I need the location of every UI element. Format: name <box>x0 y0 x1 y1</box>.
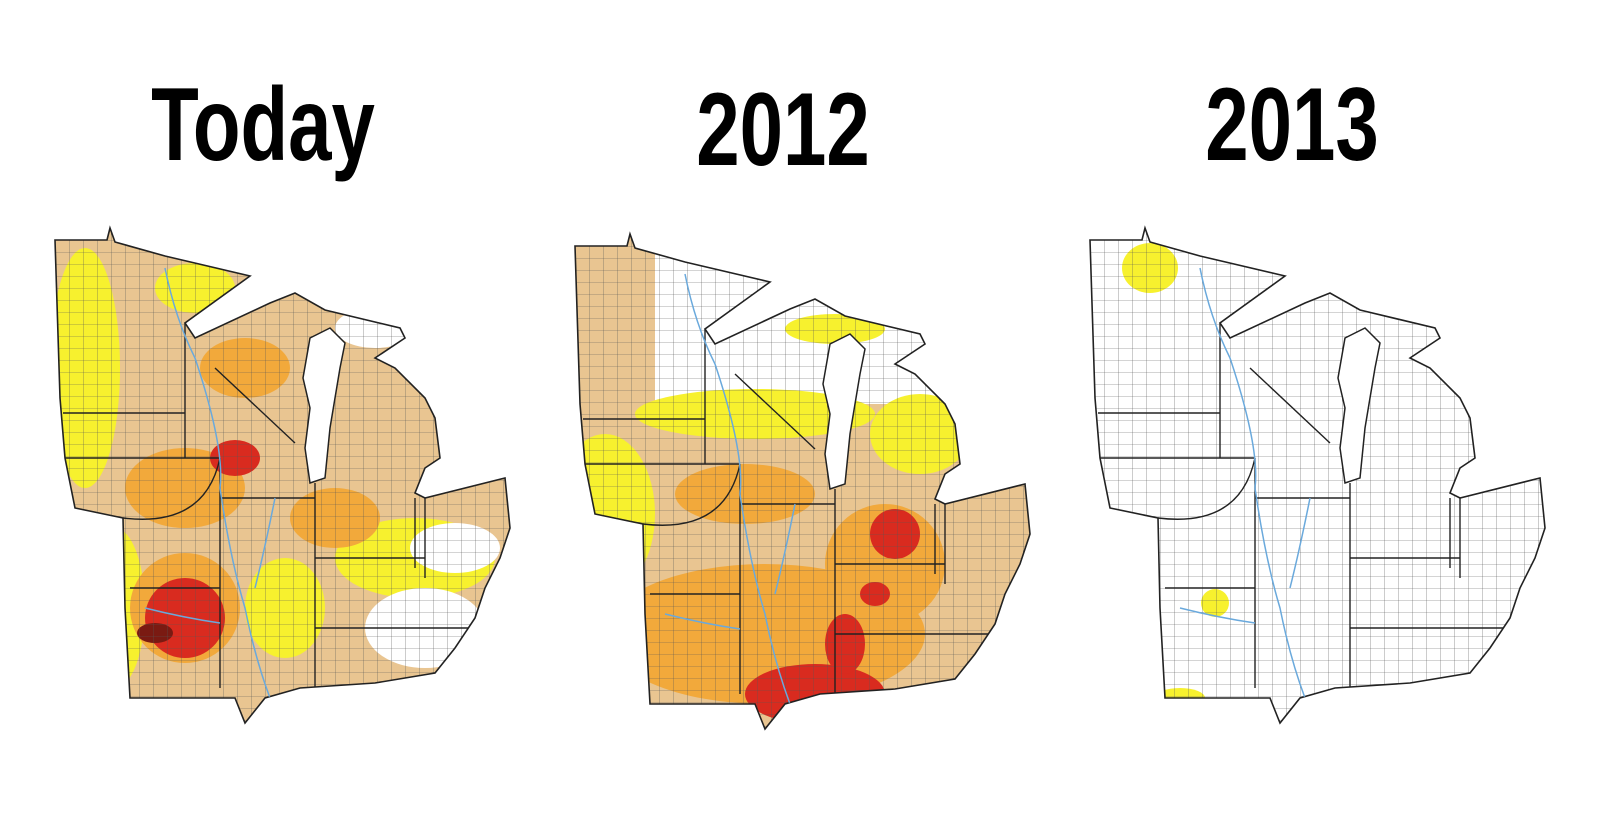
map-title: Today <box>151 67 375 182</box>
drought-map-2013 <box>1090 228 1550 728</box>
drought-map-2012 <box>555 234 1035 734</box>
map-title: 2013 <box>1205 67 1378 182</box>
map-title: 2012 <box>696 72 869 187</box>
drought-map-today <box>50 228 515 728</box>
